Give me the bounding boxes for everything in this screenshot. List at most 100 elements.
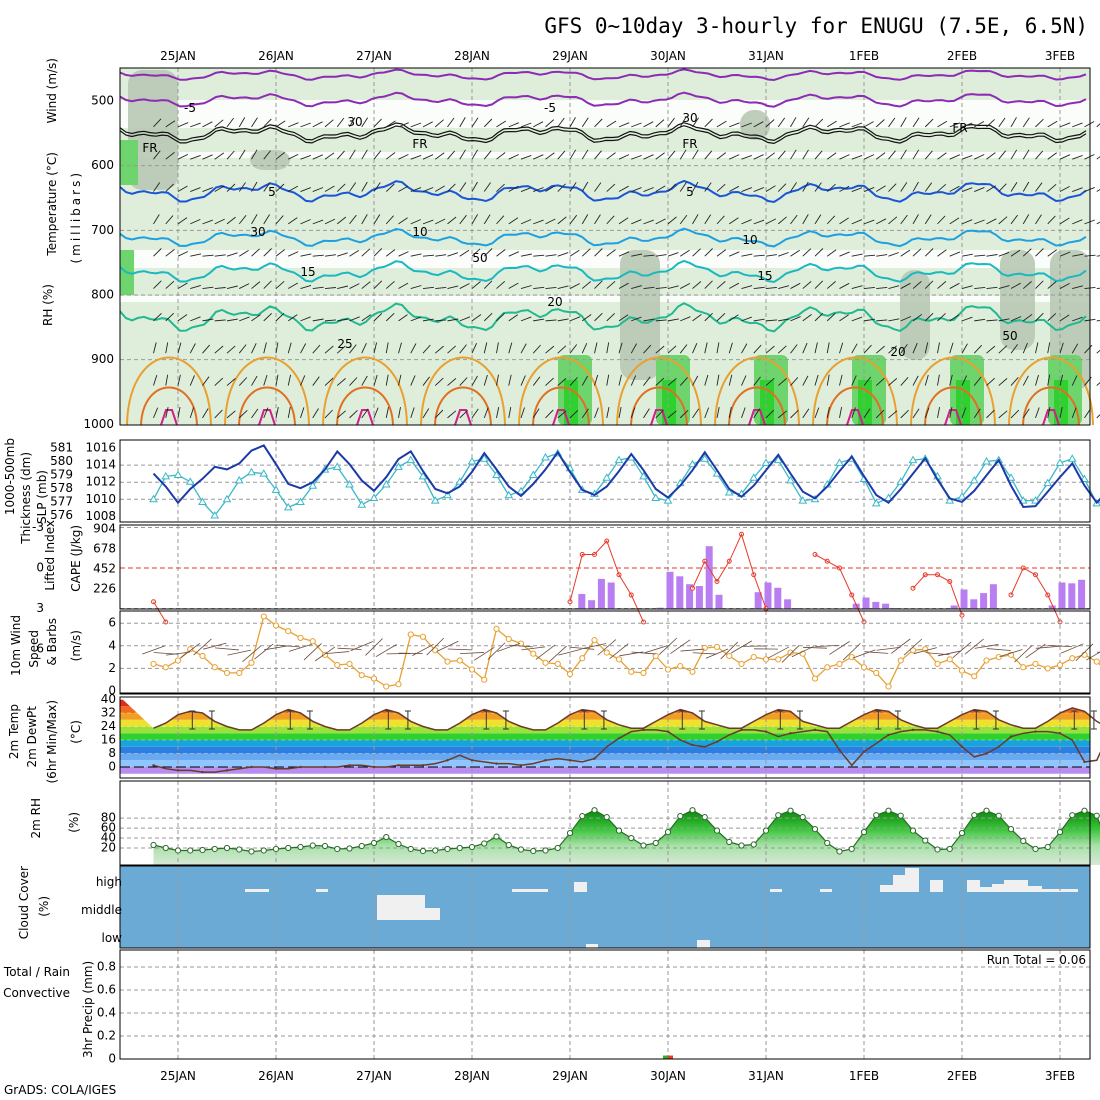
- temperature-contour: [420, 356, 506, 426]
- wind-barb: [202, 121, 213, 128]
- wind-barb: [986, 185, 997, 192]
- wind-barb: [251, 181, 258, 192]
- cape-bar: [597, 578, 605, 609]
- wind-barb: [1035, 342, 1039, 354]
- date-label-bottom: 30JAN: [650, 1069, 686, 1083]
- wind-barb: [692, 117, 699, 128]
- wind-barb: [398, 342, 402, 354]
- wind-barb: [373, 214, 381, 225]
- rh-point: [664, 828, 672, 836]
- wind-barb: [679, 149, 687, 160]
- wind-barb: [961, 253, 973, 257]
- wind-barb: [814, 342, 818, 354]
- wind-barb: [180, 642, 201, 659]
- wind-barb: [765, 218, 777, 225]
- wind-speed-point: [787, 649, 794, 656]
- cloud-block: [574, 882, 587, 892]
- wind-barb: [949, 217, 960, 225]
- wind-barb: [643, 254, 655, 257]
- wind-speed-point: [995, 654, 1002, 661]
- wind-barb: [765, 185, 776, 192]
- rh-moist-patch: [740, 110, 770, 140]
- wind-barb: [520, 407, 525, 419]
- wind-barb: [790, 377, 799, 386]
- temperature-contour: [119, 179, 1087, 204]
- wind-barb: [410, 187, 422, 192]
- wind-barb: [1059, 407, 1063, 418]
- rh-point: [775, 812, 782, 819]
- wind-barb: [961, 316, 973, 322]
- wind-barb: [937, 281, 947, 289]
- wind-barb: [459, 182, 467, 192]
- wind-barb: [949, 342, 954, 354]
- wind-barb: [606, 215, 615, 225]
- wind-barb: [606, 183, 616, 192]
- wind-barb: [483, 182, 491, 192]
- wind-barb: [569, 316, 581, 322]
- wind-barb: [986, 377, 996, 386]
- wind-barb: [594, 280, 603, 289]
- temperature-contour: [119, 259, 1087, 284]
- wind-barb: [263, 312, 273, 322]
- rh-point: [481, 840, 488, 847]
- wind-barb: [790, 282, 801, 289]
- wind-barb: [667, 216, 677, 225]
- wind-barb: [312, 254, 324, 257]
- thickness-point: [296, 497, 305, 505]
- tick-label: 600: [91, 158, 114, 172]
- wind-barb: [300, 316, 311, 322]
- wind-barb: [300, 154, 311, 160]
- wind-barb: [888, 216, 898, 225]
- wind-barb: [594, 248, 603, 257]
- tick-label: 0.8: [97, 960, 116, 974]
- rh-point: [432, 847, 439, 854]
- rh-point: [591, 807, 598, 814]
- wind-barb: [581, 117, 589, 128]
- wind-barb: [851, 343, 858, 354]
- wind-barb: [890, 638, 911, 654]
- wind-barb: [594, 150, 602, 160]
- wind-barb: [802, 375, 809, 386]
- wind-barb: [165, 215, 174, 225]
- wind-barb: [631, 253, 643, 257]
- thickness-point: [614, 455, 624, 464]
- wind-barb: [974, 219, 985, 225]
- wind-barb: [202, 408, 209, 419]
- wind-barb: [692, 408, 700, 419]
- wind-barb: [422, 219, 434, 225]
- cape-bar: [1078, 579, 1086, 609]
- contour-label: 50: [472, 251, 487, 265]
- precip-convective-bar: [668, 1055, 673, 1059]
- wind-barb: [275, 342, 279, 354]
- wind-barb: [1035, 182, 1043, 192]
- wind-barb: [753, 286, 765, 289]
- wind-barb: [839, 374, 843, 386]
- wind-barb: [520, 122, 532, 128]
- wind-barb: [214, 319, 226, 322]
- wind-speed-point: [150, 660, 157, 667]
- rh-point: [517, 846, 525, 853]
- wind-barb: [643, 376, 651, 386]
- dewpoint-point: [593, 757, 596, 760]
- wind-barb: [631, 219, 642, 225]
- wind-barb: [251, 408, 259, 419]
- wind-barb: [263, 342, 267, 354]
- wind-barb: [214, 152, 225, 160]
- wind-barb: [239, 250, 249, 257]
- cape-bar: [784, 599, 792, 609]
- wind-barb: [275, 312, 285, 322]
- wind-barb: [324, 152, 335, 160]
- wind-barb: [447, 410, 457, 419]
- wind-barb: [1059, 186, 1070, 192]
- wind-barb: [716, 312, 726, 322]
- wind-barb: [618, 154, 630, 160]
- rh-point: [383, 833, 390, 841]
- thickness-point: [173, 470, 183, 478]
- wind-barb: [606, 280, 616, 289]
- wind-barb: [839, 122, 850, 128]
- wind-barb: [410, 154, 422, 160]
- wind-barb: [986, 319, 998, 322]
- wind-barb: [949, 154, 960, 160]
- wind-barb: [471, 214, 478, 225]
- rh-point: [628, 834, 635, 842]
